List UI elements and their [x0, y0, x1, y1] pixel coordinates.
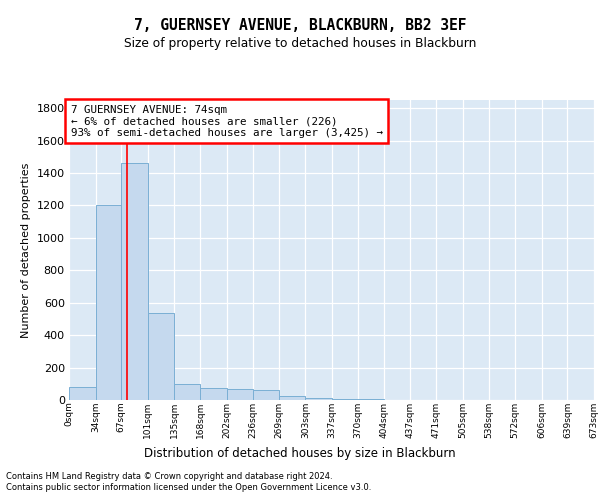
Bar — [305, 398, 332, 400]
Text: Size of property relative to detached houses in Blackburn: Size of property relative to detached ho… — [124, 38, 476, 51]
Bar — [279, 396, 305, 400]
Bar — [227, 390, 253, 400]
Bar — [253, 390, 279, 400]
Bar — [200, 388, 227, 400]
Bar — [69, 387, 95, 400]
Text: 7 GUERNSEY AVENUE: 74sqm
← 6% of detached houses are smaller (226)
93% of semi-d: 7 GUERNSEY AVENUE: 74sqm ← 6% of detache… — [71, 105, 383, 138]
Bar — [175, 384, 200, 400]
Text: Contains public sector information licensed under the Open Government Licence v3: Contains public sector information licen… — [6, 484, 371, 492]
Bar — [148, 313, 175, 400]
Y-axis label: Number of detached properties: Number of detached properties — [21, 162, 31, 338]
Text: Distribution of detached houses by size in Blackburn: Distribution of detached houses by size … — [144, 448, 456, 460]
Bar — [95, 206, 121, 400]
Bar — [121, 163, 148, 400]
Text: Contains HM Land Registry data © Crown copyright and database right 2024.: Contains HM Land Registry data © Crown c… — [6, 472, 332, 481]
Bar — [358, 399, 384, 400]
Bar — [332, 399, 358, 400]
Text: 7, GUERNSEY AVENUE, BLACKBURN, BB2 3EF: 7, GUERNSEY AVENUE, BLACKBURN, BB2 3EF — [134, 18, 466, 32]
